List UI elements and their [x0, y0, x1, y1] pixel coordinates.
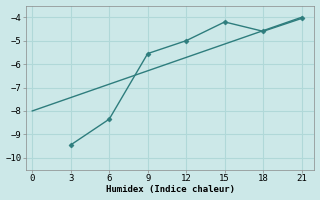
- X-axis label: Humidex (Indice chaleur): Humidex (Indice chaleur): [106, 185, 235, 194]
